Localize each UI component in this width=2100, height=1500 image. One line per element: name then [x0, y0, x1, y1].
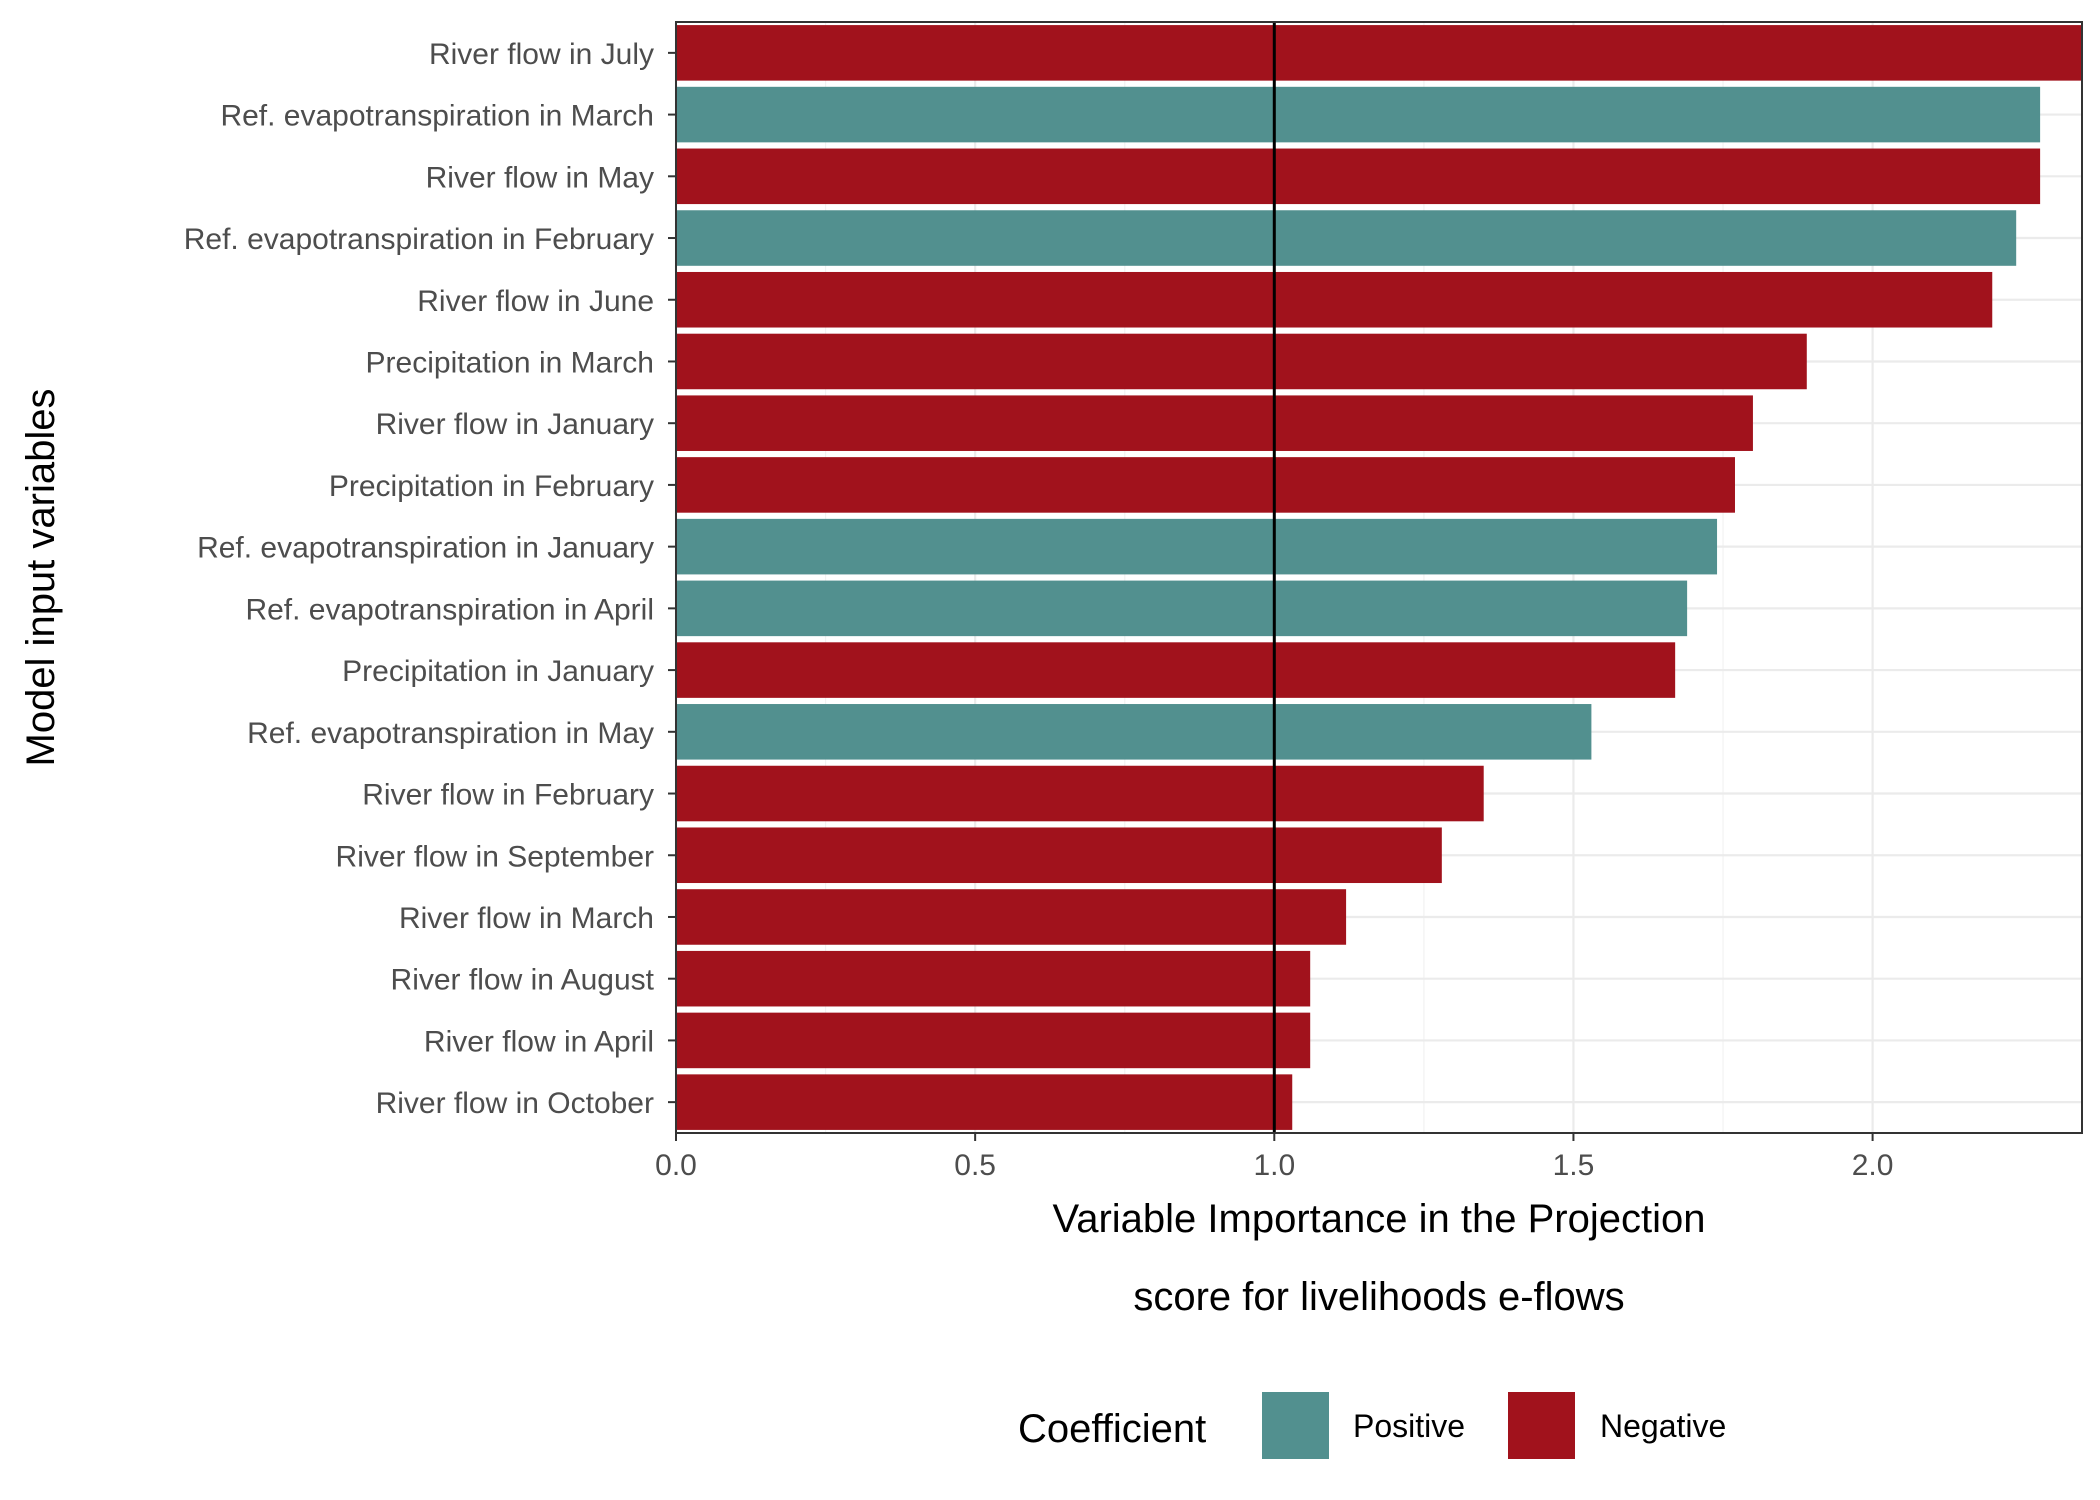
y-tick-label: Precipitation in March: [366, 346, 654, 379]
x-tick-label: 0.0: [655, 1149, 697, 1182]
legend-label-positive: Positive: [1353, 1408, 1465, 1444]
x-tick-label: 0.5: [954, 1149, 996, 1182]
x-axis-title-line2: score for livelihoods e-flows: [1133, 1275, 1624, 1319]
legend-key-positive: [1262, 1392, 1329, 1459]
legend-label-negative: Negative: [1600, 1408, 1726, 1444]
bar: [676, 333, 1807, 390]
bar: [676, 86, 2041, 143]
y-tick-label: River flow in February: [362, 779, 654, 812]
x-axis: 0.0 0.5 1.0 1.5 2.0: [655, 1133, 1893, 1182]
panel-border: [675, 21, 2083, 1134]
y-tick-label: River flow in July: [429, 38, 654, 71]
bar: [676, 1074, 1293, 1130]
bar: [676, 25, 2082, 81]
x-axis-title-line1: Variable Importance in the Projection: [1053, 1197, 1706, 1241]
legend-title: Coefficient: [1018, 1407, 1206, 1451]
y-tick-label: River flow in May: [426, 161, 654, 194]
y-tick-label: River flow in September: [336, 840, 654, 873]
y-tick-label: Ref. evapotranspiration in February: [184, 223, 654, 256]
y-tick-label: River flow in June: [417, 285, 654, 318]
y-tick-label: River flow in March: [399, 902, 654, 935]
y-tick-label: River flow in August: [391, 964, 655, 997]
bars: [676, 25, 2082, 1130]
bar: [676, 642, 1676, 698]
bar: [676, 271, 1993, 328]
x-tick-label: 1.5: [1553, 1149, 1595, 1182]
y-tick-label: River flow in October: [376, 1087, 654, 1120]
bar: [676, 765, 1484, 822]
bar: [676, 457, 1735, 513]
bar: [676, 580, 1688, 637]
y-tick-label: Ref. evapotranspiration in May: [247, 717, 654, 750]
y-tick-label: Precipitation in February: [329, 470, 654, 503]
bar: [676, 950, 1311, 1007]
legend-key-negative: [1508, 1392, 1575, 1459]
bar: [676, 210, 2017, 266]
bar: [676, 148, 2041, 205]
y-tick-label: Ref. evapotranspiration in January: [197, 532, 654, 565]
y-axis-title: Model input variables: [19, 389, 63, 767]
y-axis: River flow in July Ref. evapotranspiratio…: [184, 38, 676, 1120]
y-tick-label: River flow in January: [376, 408, 654, 441]
y-tick-label: Ref. evapotranspiration in April: [245, 593, 654, 626]
x-tick-label: 1.0: [1253, 1149, 1295, 1182]
bar: [676, 518, 1718, 575]
bar: [676, 827, 1442, 884]
x-tick-label: 2.0: [1852, 1149, 1894, 1182]
y-tick-label: Precipitation in January: [342, 655, 654, 688]
legend: Coefficient Positive Negative: [1018, 1392, 1726, 1459]
bar: [676, 704, 1592, 760]
bar: [676, 395, 1753, 451]
bar: [676, 889, 1347, 945]
bar: [676, 1012, 1311, 1069]
y-tick-label: Ref. evapotranspiration in March: [220, 100, 654, 133]
y-tick-label: River flow in April: [424, 1025, 654, 1058]
